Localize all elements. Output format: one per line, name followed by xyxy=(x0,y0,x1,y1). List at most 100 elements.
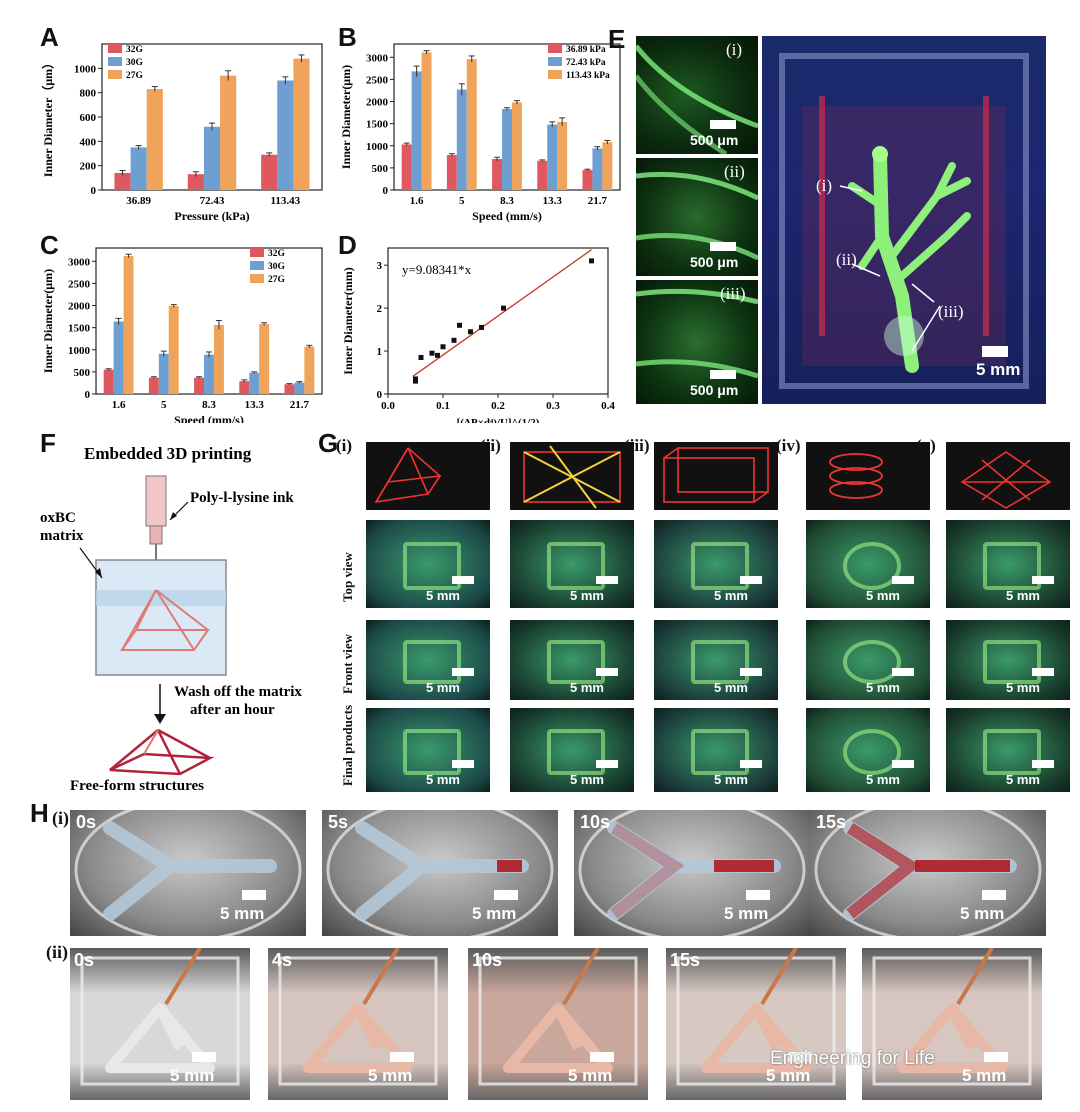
x-tick-label: 8.3 xyxy=(202,399,216,411)
perfusion-frame-pyramid: 15s 5 mm xyxy=(666,948,846,1100)
legend: 36.89 kPa 72.43 kPa 113.43 kPa xyxy=(548,44,610,81)
legend-swatch xyxy=(250,248,264,257)
bar xyxy=(213,324,224,394)
structure-wireframe xyxy=(663,447,769,503)
bar xyxy=(411,71,422,190)
x-tick-label: 0.3 xyxy=(546,400,560,412)
bar xyxy=(146,89,163,190)
x-tick-label: 0.4 xyxy=(601,400,615,412)
scatter-chart-d: 0 1 2 3 0.0 0.1 0.2 0.3 0.4 y=9.08341*x [(ΔP×d⁴)/U… xyxy=(341,247,615,423)
structure-model-render xyxy=(806,442,930,510)
structure-wireframe xyxy=(960,451,1052,509)
bar xyxy=(113,321,124,394)
label-e-tree-i: (i) xyxy=(816,176,833,195)
vessel-wall-i xyxy=(636,44,758,154)
y-tick-label: 3000 xyxy=(366,52,389,64)
x-tick-label: 13.3 xyxy=(245,399,265,411)
bar xyxy=(277,80,294,190)
y-axis-label: Inner Diameter(μm) xyxy=(41,269,55,373)
printed-structure-photo: 5 mm xyxy=(654,620,778,700)
bar xyxy=(220,75,237,190)
y-axis-label: Inner Diameter(mm) xyxy=(341,267,355,374)
bar xyxy=(259,324,270,394)
vascular-tree-photo: (i) (ii) (iii) 5 mm xyxy=(762,36,1046,404)
y-tick-label: 800 xyxy=(80,88,97,100)
panel-h-frames: (i) (ii) 0s 5 mm 5s 5 mm 10s 5 mm 15s 5 mm 0s… xyxy=(40,806,1050,1106)
bar xyxy=(557,121,568,190)
printed-structure-photo: 5 mm xyxy=(654,708,778,792)
legend-label: 113.43 kPa xyxy=(566,71,610,81)
printed-structure-photo: 5 mm xyxy=(806,708,930,792)
y-tick-label: 2000 xyxy=(366,97,389,109)
bar xyxy=(547,124,558,190)
bar xyxy=(401,144,412,190)
x-tick-label: 0.2 xyxy=(491,400,505,412)
structure-model-render xyxy=(946,442,1070,510)
bar xyxy=(293,58,310,190)
x-tick-label: 21.7 xyxy=(588,195,608,207)
matrix-label-line1: oxBC xyxy=(40,510,76,526)
time-label: 15s xyxy=(670,950,701,970)
column-label: (ii) xyxy=(480,436,501,455)
time-label: 5s xyxy=(328,812,349,832)
data-point xyxy=(451,337,457,343)
structure-wireframe xyxy=(829,453,883,499)
y-channel-illustration xyxy=(814,810,1042,936)
printed-structure-photo: 5 mm xyxy=(946,520,1070,608)
x-tick-label: 21.7 xyxy=(290,399,310,411)
printed-structure-photo: 5 mm xyxy=(654,520,778,608)
bar xyxy=(456,89,467,190)
y-axis-label: Inner Diameter（μm） xyxy=(40,57,55,177)
y-tick-label: 1000 xyxy=(74,63,97,75)
panel-label-c: C xyxy=(40,230,59,260)
pyramid-channel-illustration xyxy=(676,948,836,1086)
panel-label-e: E xyxy=(608,24,626,54)
x-tick-label: 5 xyxy=(161,399,167,411)
micrograph-ii: (ii) 500 μm xyxy=(636,158,758,276)
flow-frame-y-channel: 5s 5 mm xyxy=(322,810,558,936)
bar xyxy=(502,109,512,190)
panel-label-a: A xyxy=(40,22,59,52)
row-label-h-i: (i) xyxy=(52,808,69,828)
pyramid-channel-illustration xyxy=(80,948,240,1086)
bar xyxy=(592,148,603,190)
legend-label: 36.89 kPa xyxy=(566,45,606,55)
watermark: Engineering for Life xyxy=(770,1048,935,1069)
panel-label-b: B xyxy=(338,22,357,52)
wash-label-line1: Wash off the matrix xyxy=(174,684,302,700)
y-tick-label: 2000 xyxy=(68,301,91,313)
y-tick-label: 200 xyxy=(80,161,97,173)
bar xyxy=(537,160,548,190)
legend-label: 30G xyxy=(268,262,286,272)
row-label-h-ii: (ii) xyxy=(46,942,68,962)
perfusion-frame-pyramid: 5 mm xyxy=(862,948,1042,1100)
wash-label-line2: after an hour xyxy=(190,702,275,718)
time-label: 4s xyxy=(272,950,293,970)
flow-frame-y-channel: 10s 5 mm xyxy=(574,810,810,936)
panel-label-d: D xyxy=(338,230,357,260)
result-label: Free-form structures xyxy=(70,778,204,794)
printed-structure-photo: 5 mm xyxy=(366,708,490,792)
bar xyxy=(582,170,593,190)
legend-swatch xyxy=(108,57,122,66)
bar xyxy=(239,381,250,394)
y-tick-label: 1 xyxy=(377,346,383,358)
structure-wireframe xyxy=(523,445,621,509)
label-e-tree-iii: (iii) xyxy=(938,302,964,321)
legend-swatch xyxy=(548,57,562,66)
y-tick-label: 500 xyxy=(74,367,91,379)
structure-model-render xyxy=(654,442,778,510)
legend-swatch xyxy=(250,261,264,270)
column-label: (i) xyxy=(336,436,353,455)
data-point xyxy=(589,258,594,264)
y-tick-label: 500 xyxy=(372,163,389,175)
y-tick-label: 0 xyxy=(85,389,91,401)
y-tick-label: 3000 xyxy=(68,256,91,268)
bar xyxy=(158,353,169,394)
panel-label-h: H xyxy=(30,798,49,828)
bar xyxy=(294,382,305,394)
data-point xyxy=(435,352,440,358)
x-axis-label: Pressure (kPa) xyxy=(174,209,249,223)
x-axis-label: Speed (mm/s) xyxy=(174,413,244,423)
legend-label: 30G xyxy=(126,58,144,68)
